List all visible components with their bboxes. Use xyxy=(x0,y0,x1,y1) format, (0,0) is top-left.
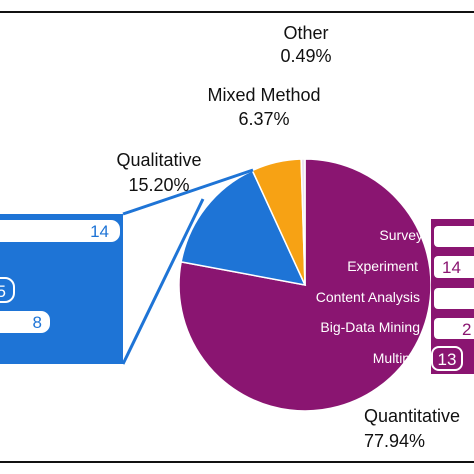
quantitative-label: Quantitative xyxy=(364,406,460,426)
figure-frame xyxy=(0,11,474,463)
qualitative-row-1-pill xyxy=(0,277,15,303)
quantitative-row-1-count: 14 xyxy=(442,258,461,277)
pie-slices xyxy=(178,158,432,412)
quantitative-breakdown-box: Survey Experiment 14 Content Analysis Bi… xyxy=(316,219,474,374)
qualitative-row-2-pill xyxy=(0,311,50,333)
quantitative-row-3-count: 2 xyxy=(462,320,471,339)
mixed-label: Mixed Method xyxy=(207,85,320,105)
qualitative-pct: 15.20% xyxy=(128,175,189,195)
qualitative-row-1-count: 5 xyxy=(0,282,6,301)
quantitative-row-4-count: 13 xyxy=(438,350,457,369)
qualitative-connector-bottom xyxy=(121,198,205,365)
quantitative-row-4-pill xyxy=(431,346,463,371)
other-label: Other xyxy=(283,23,328,43)
qualitative-breakdown-box: 14 5 8 xyxy=(0,214,123,364)
quantitative-row-3-pill xyxy=(434,318,474,339)
quantitative-row-4-label: Multiple xyxy=(373,350,421,366)
quantitative-pct: 77.94% xyxy=(364,431,425,451)
quantitative-row-1-label: Experiment xyxy=(347,258,418,274)
other-pct: 0.49% xyxy=(280,46,331,66)
qualitative-connectors xyxy=(121,168,254,365)
quantitative-row-0-pill xyxy=(434,226,474,247)
quantitative-row-0-label: Survey xyxy=(379,227,423,243)
mixed-pct: 6.37% xyxy=(238,109,289,129)
other-slice xyxy=(300,158,306,286)
quantitative-row-3-label: Big-Data Mining xyxy=(320,319,420,335)
qualitative-row-2-count: 8 xyxy=(33,313,42,332)
qualitative-row-0-pill xyxy=(0,220,120,242)
quantitative-row-1-pill xyxy=(434,256,474,278)
slice-labels: Other 0.49% Mixed Method 6.37% Qualitati… xyxy=(116,23,460,451)
qualitative-row-0-count: 14 xyxy=(90,222,109,241)
quantitative-row-2-pill xyxy=(434,288,474,309)
qualitative-connector-top xyxy=(122,168,254,216)
quantitative-row-2-label: Content Analysis xyxy=(316,289,420,305)
qualitative-label: Qualitative xyxy=(116,150,201,170)
